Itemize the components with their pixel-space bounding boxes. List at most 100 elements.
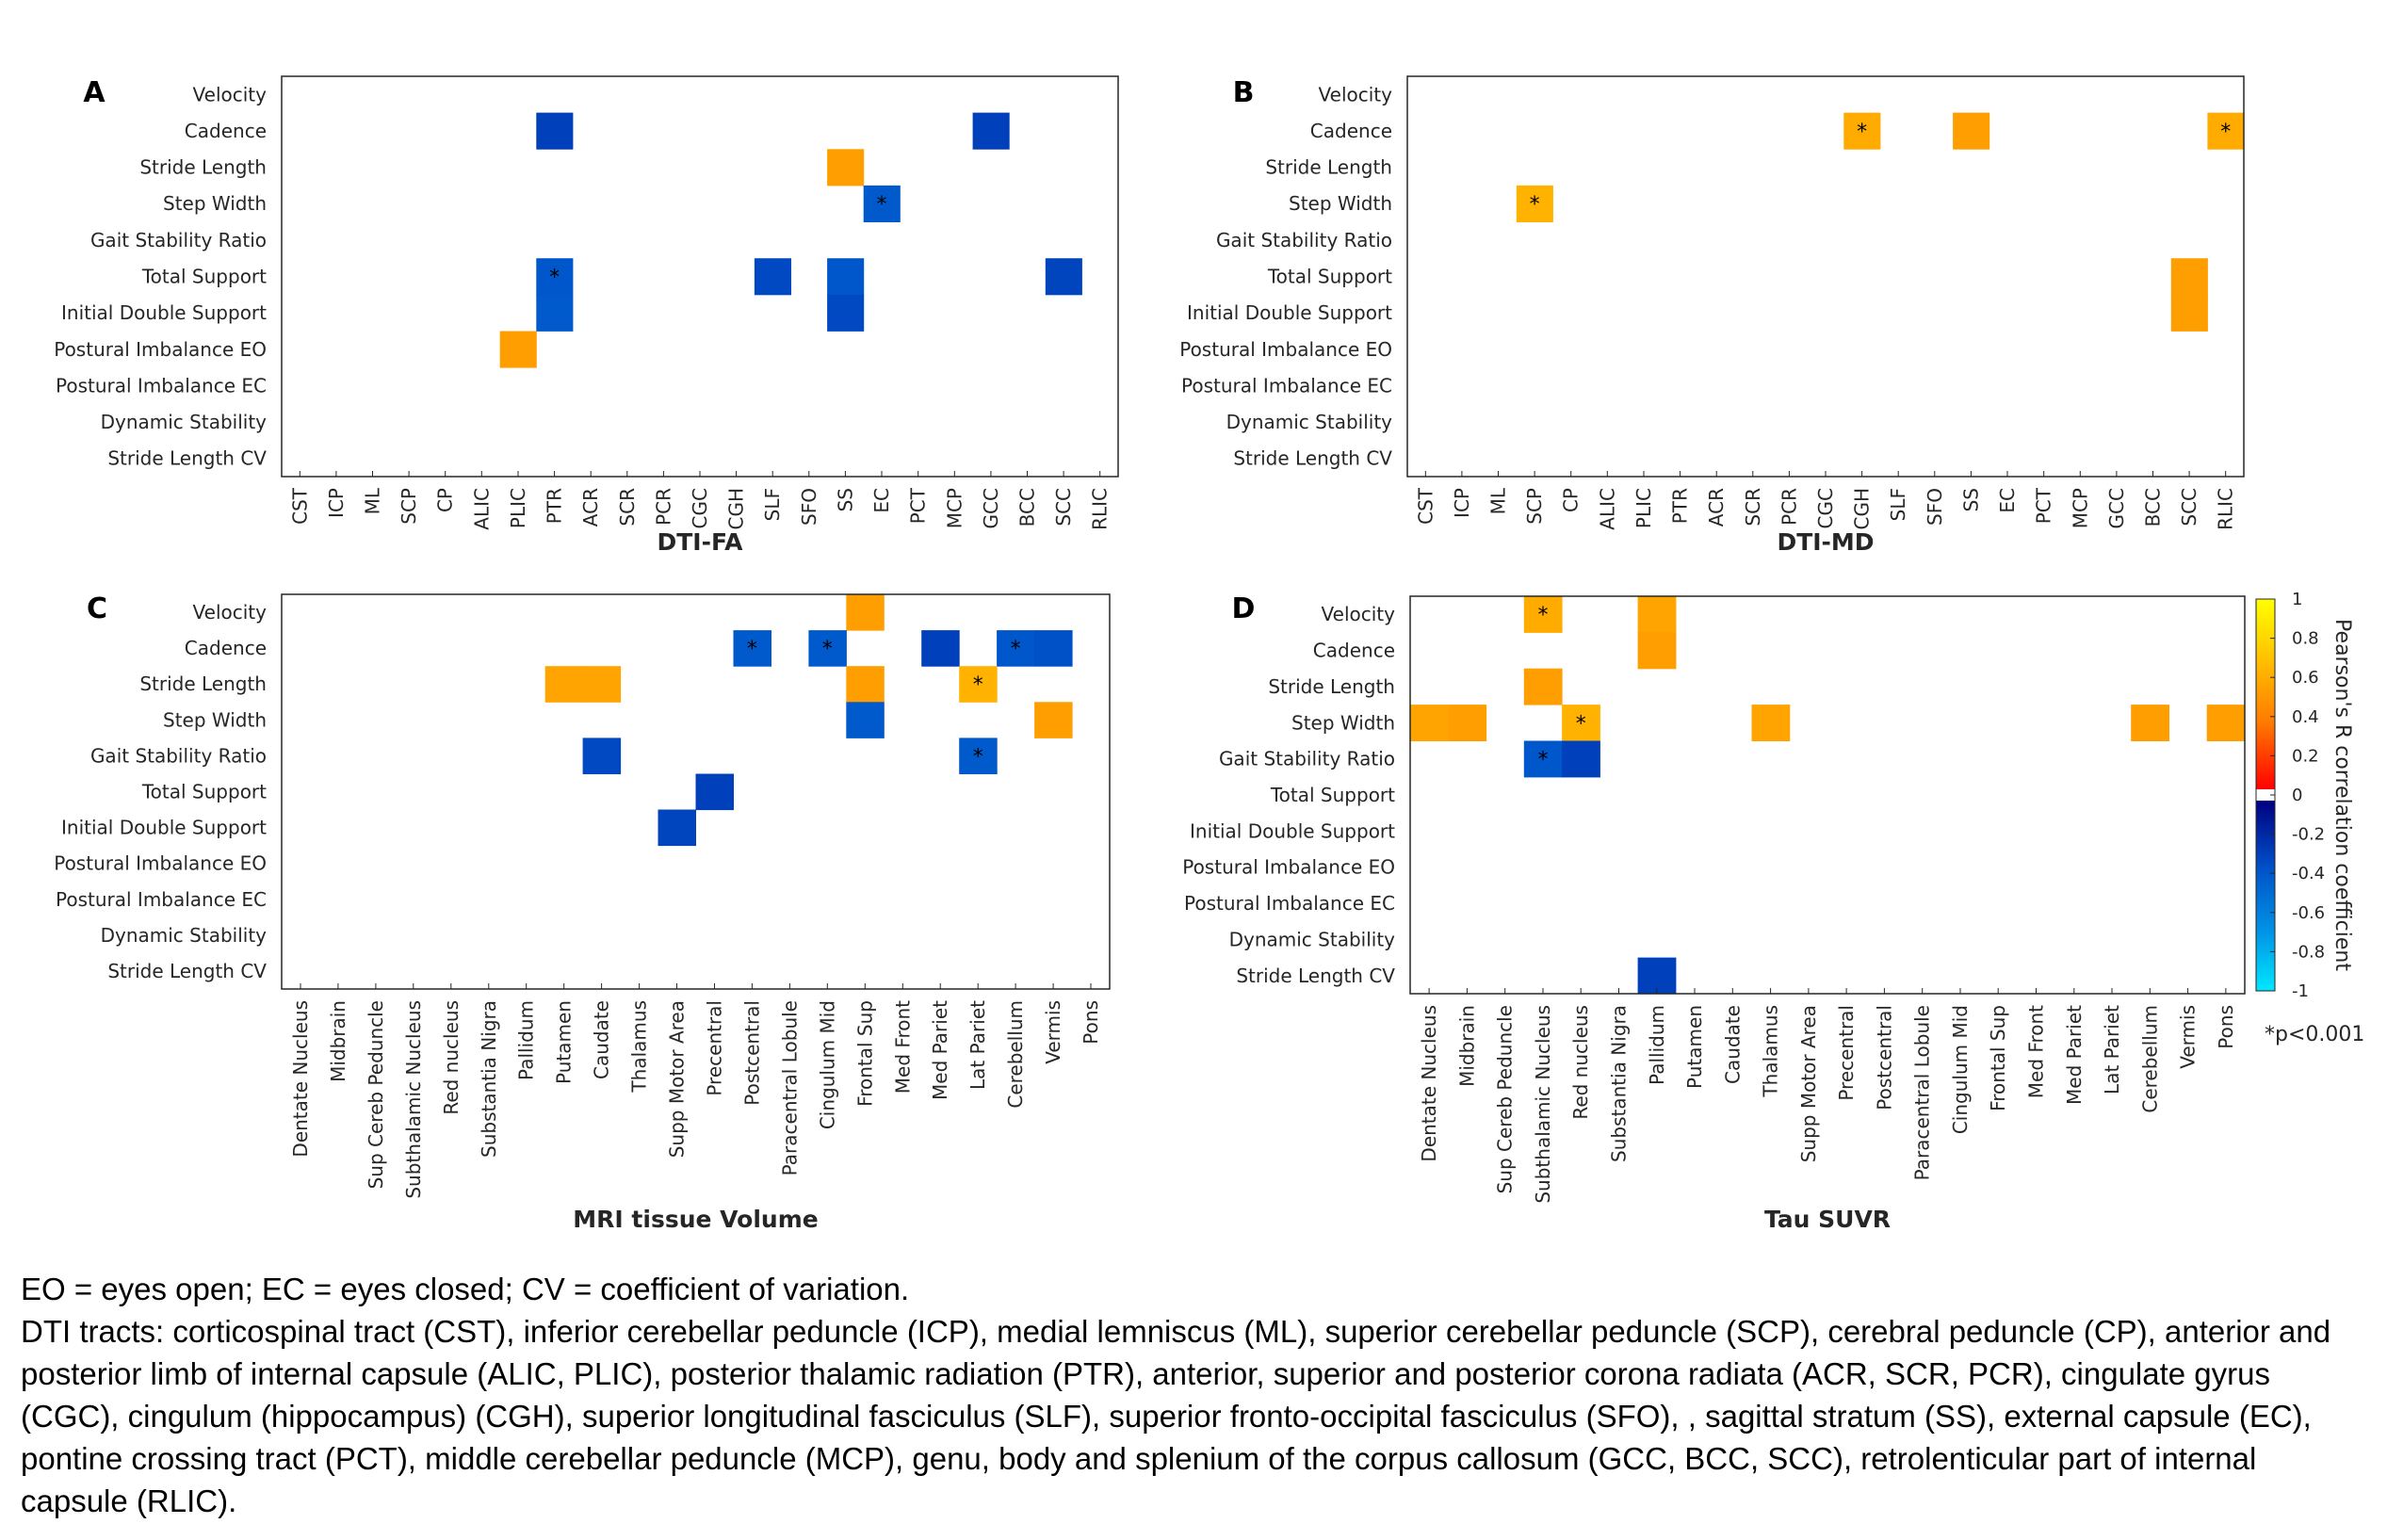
significance-marker: *: [1538, 749, 1549, 772]
x-tick-label: CGC: [1814, 488, 1837, 528]
x-tick-label: Pallidum: [515, 1000, 538, 1080]
x-tick-label: GCC: [980, 488, 1002, 528]
y-tick-label: Velocity: [1322, 603, 1396, 625]
x-tick-label: PCT: [907, 487, 930, 524]
x-tick-label: MCP: [943, 488, 966, 528]
heatmap-cell: [536, 294, 574, 332]
significance-marker: *: [1538, 604, 1549, 627]
x-tick-label: Supp Motor Area: [666, 1000, 689, 1158]
heatmap-cell: [544, 666, 584, 703]
heatmap-cell: [2170, 294, 2208, 332]
y-tick-label: Stride Length: [1268, 675, 1395, 698]
x-tick-label: Pallidum: [1646, 1005, 1668, 1085]
heatmap-cell: [1523, 740, 1563, 778]
x-tick-label: ICP: [1451, 488, 1473, 518]
x-tick-label: Caudate: [1721, 1005, 1744, 1084]
plot-frame: [1409, 595, 2246, 995]
heatmap-cell: [827, 294, 865, 332]
heatmap-cell: [1523, 596, 1563, 633]
heatmap-cell: [536, 258, 574, 296]
y-tick-label: Stride Length CV: [1233, 447, 1392, 470]
heatmap-cell: [1637, 632, 1677, 670]
significance-marker: *: [1857, 121, 1867, 144]
x-axis-label: MRI tissue Volume: [573, 1206, 818, 1233]
x-tick-label: SS: [1959, 488, 1982, 511]
x-tick-label: Dentate Nucleus: [1418, 1005, 1440, 1162]
heatmap-cell: [808, 630, 847, 667]
x-tick-label: Caudate: [591, 1000, 613, 1079]
y-tick-label: Step Width: [163, 708, 267, 731]
x-tick-label: Vermis: [1042, 1000, 1064, 1064]
y-tick-label: Total Support: [141, 266, 267, 288]
x-tick-label: Midbrain: [1455, 1005, 1478, 1087]
colorbar-tick-label: -0.4: [2292, 864, 2325, 883]
x-tick-label: ALIC: [470, 488, 493, 530]
heatmap-cell: [959, 738, 998, 774]
x-tick-label: SS: [834, 488, 856, 511]
x-tick-label: SCC: [1052, 488, 1075, 527]
x-tick-label: SCP: [1523, 488, 1546, 525]
y-tick-label: Postural Imbalance EO: [1179, 338, 1392, 361]
x-tick-label: EC: [870, 488, 893, 513]
heatmap-cell: [1751, 705, 1791, 741]
x-tick-label: PTR: [544, 488, 566, 524]
x-tick-label: EC: [1996, 488, 2019, 513]
heatmap-cell: [1843, 112, 1881, 150]
y-tick-label: Postural Imbalance EC: [1181, 374, 1392, 397]
heatmap-cell: [582, 666, 622, 703]
heatmap-cell: [1045, 258, 1082, 296]
plot-frame: [281, 593, 1111, 990]
x-tick-label: Substantia Nigra: [1608, 1005, 1631, 1162]
y-tick-label: Dynamic Stability: [101, 411, 268, 433]
heatmap-cell: [846, 594, 885, 631]
x-tick-label: Frontal Sup: [1987, 1005, 2009, 1111]
y-tick-label: Dynamic Stability: [1229, 929, 1396, 951]
x-tick-label: Precentral: [1835, 1005, 1858, 1101]
x-tick-label: PCR: [652, 488, 674, 526]
x-tick-label: Substantia Nigra: [478, 1000, 500, 1158]
heatmap-cell: [2206, 705, 2246, 741]
significance-marker: *: [973, 745, 983, 769]
x-tick-label: PLIC: [1632, 488, 1655, 528]
x-tick-label: SCP: [398, 488, 420, 525]
y-tick-label: Dynamic Stability: [1226, 411, 1393, 433]
y-tick-label: Total Support: [141, 781, 267, 803]
x-tick-label: Frontal Sup: [853, 1000, 876, 1107]
x-tick-label: MCP: [2069, 488, 2091, 528]
significance-marker: *: [747, 638, 757, 661]
panel-label: D: [1232, 592, 1256, 625]
heatmap-cell: [1034, 702, 1073, 738]
y-tick-label: Stride Length CV: [1236, 965, 1395, 987]
x-tick-label: ACR: [1705, 488, 1728, 527]
colorbar-tick-label: 0.6: [2292, 668, 2319, 688]
x-tick-label: Thalamus: [1760, 1005, 1782, 1098]
caption-dti-tracts: DTI tracts: corticospinal tract (CST), i…: [21, 1314, 2331, 1518]
x-tick-label: Sup Cereb Peduncle: [365, 1000, 387, 1189]
x-tick-label: BCC: [2142, 488, 2165, 527]
x-tick-label: PTR: [1669, 488, 1692, 524]
colorbar-tick-label: -0.6: [2292, 903, 2325, 923]
x-tick-label: Paracentral Lobule: [778, 1000, 801, 1175]
x-tick-label: Red nucleus: [440, 1000, 463, 1115]
x-tick-label: SCC: [2178, 488, 2200, 527]
x-tick-label: Postcentral: [740, 1000, 763, 1106]
x-tick-label: Med Pariet: [929, 1000, 951, 1100]
y-tick-label: Velocity: [193, 601, 268, 624]
x-tick-label: Dentate Nucleus: [289, 1000, 312, 1158]
x-tick-label: SLF: [761, 488, 784, 521]
y-tick-label: Step Width: [163, 192, 267, 215]
significance-marker: *: [1530, 193, 1540, 217]
heatmap-cell: [997, 630, 1035, 667]
heatmap-cell: [972, 112, 1010, 150]
y-tick-label: Stride Length CV: [107, 960, 267, 982]
x-axis-label: Tau SUVR: [1764, 1206, 1891, 1233]
y-tick-label: Cadence: [185, 120, 267, 142]
x-tick-label: RLIC: [1089, 488, 1112, 530]
y-tick-label: Total Support: [1267, 266, 1392, 288]
x-tick-label: Precentral: [704, 1000, 726, 1096]
significance-note: *p<0.001: [2265, 1023, 2364, 1046]
x-tick-label: CP: [1560, 488, 1583, 512]
y-tick-label: Velocity: [193, 83, 268, 105]
y-tick-label: Dynamic Stability: [101, 924, 268, 947]
heatmap-cell: [2131, 705, 2169, 741]
